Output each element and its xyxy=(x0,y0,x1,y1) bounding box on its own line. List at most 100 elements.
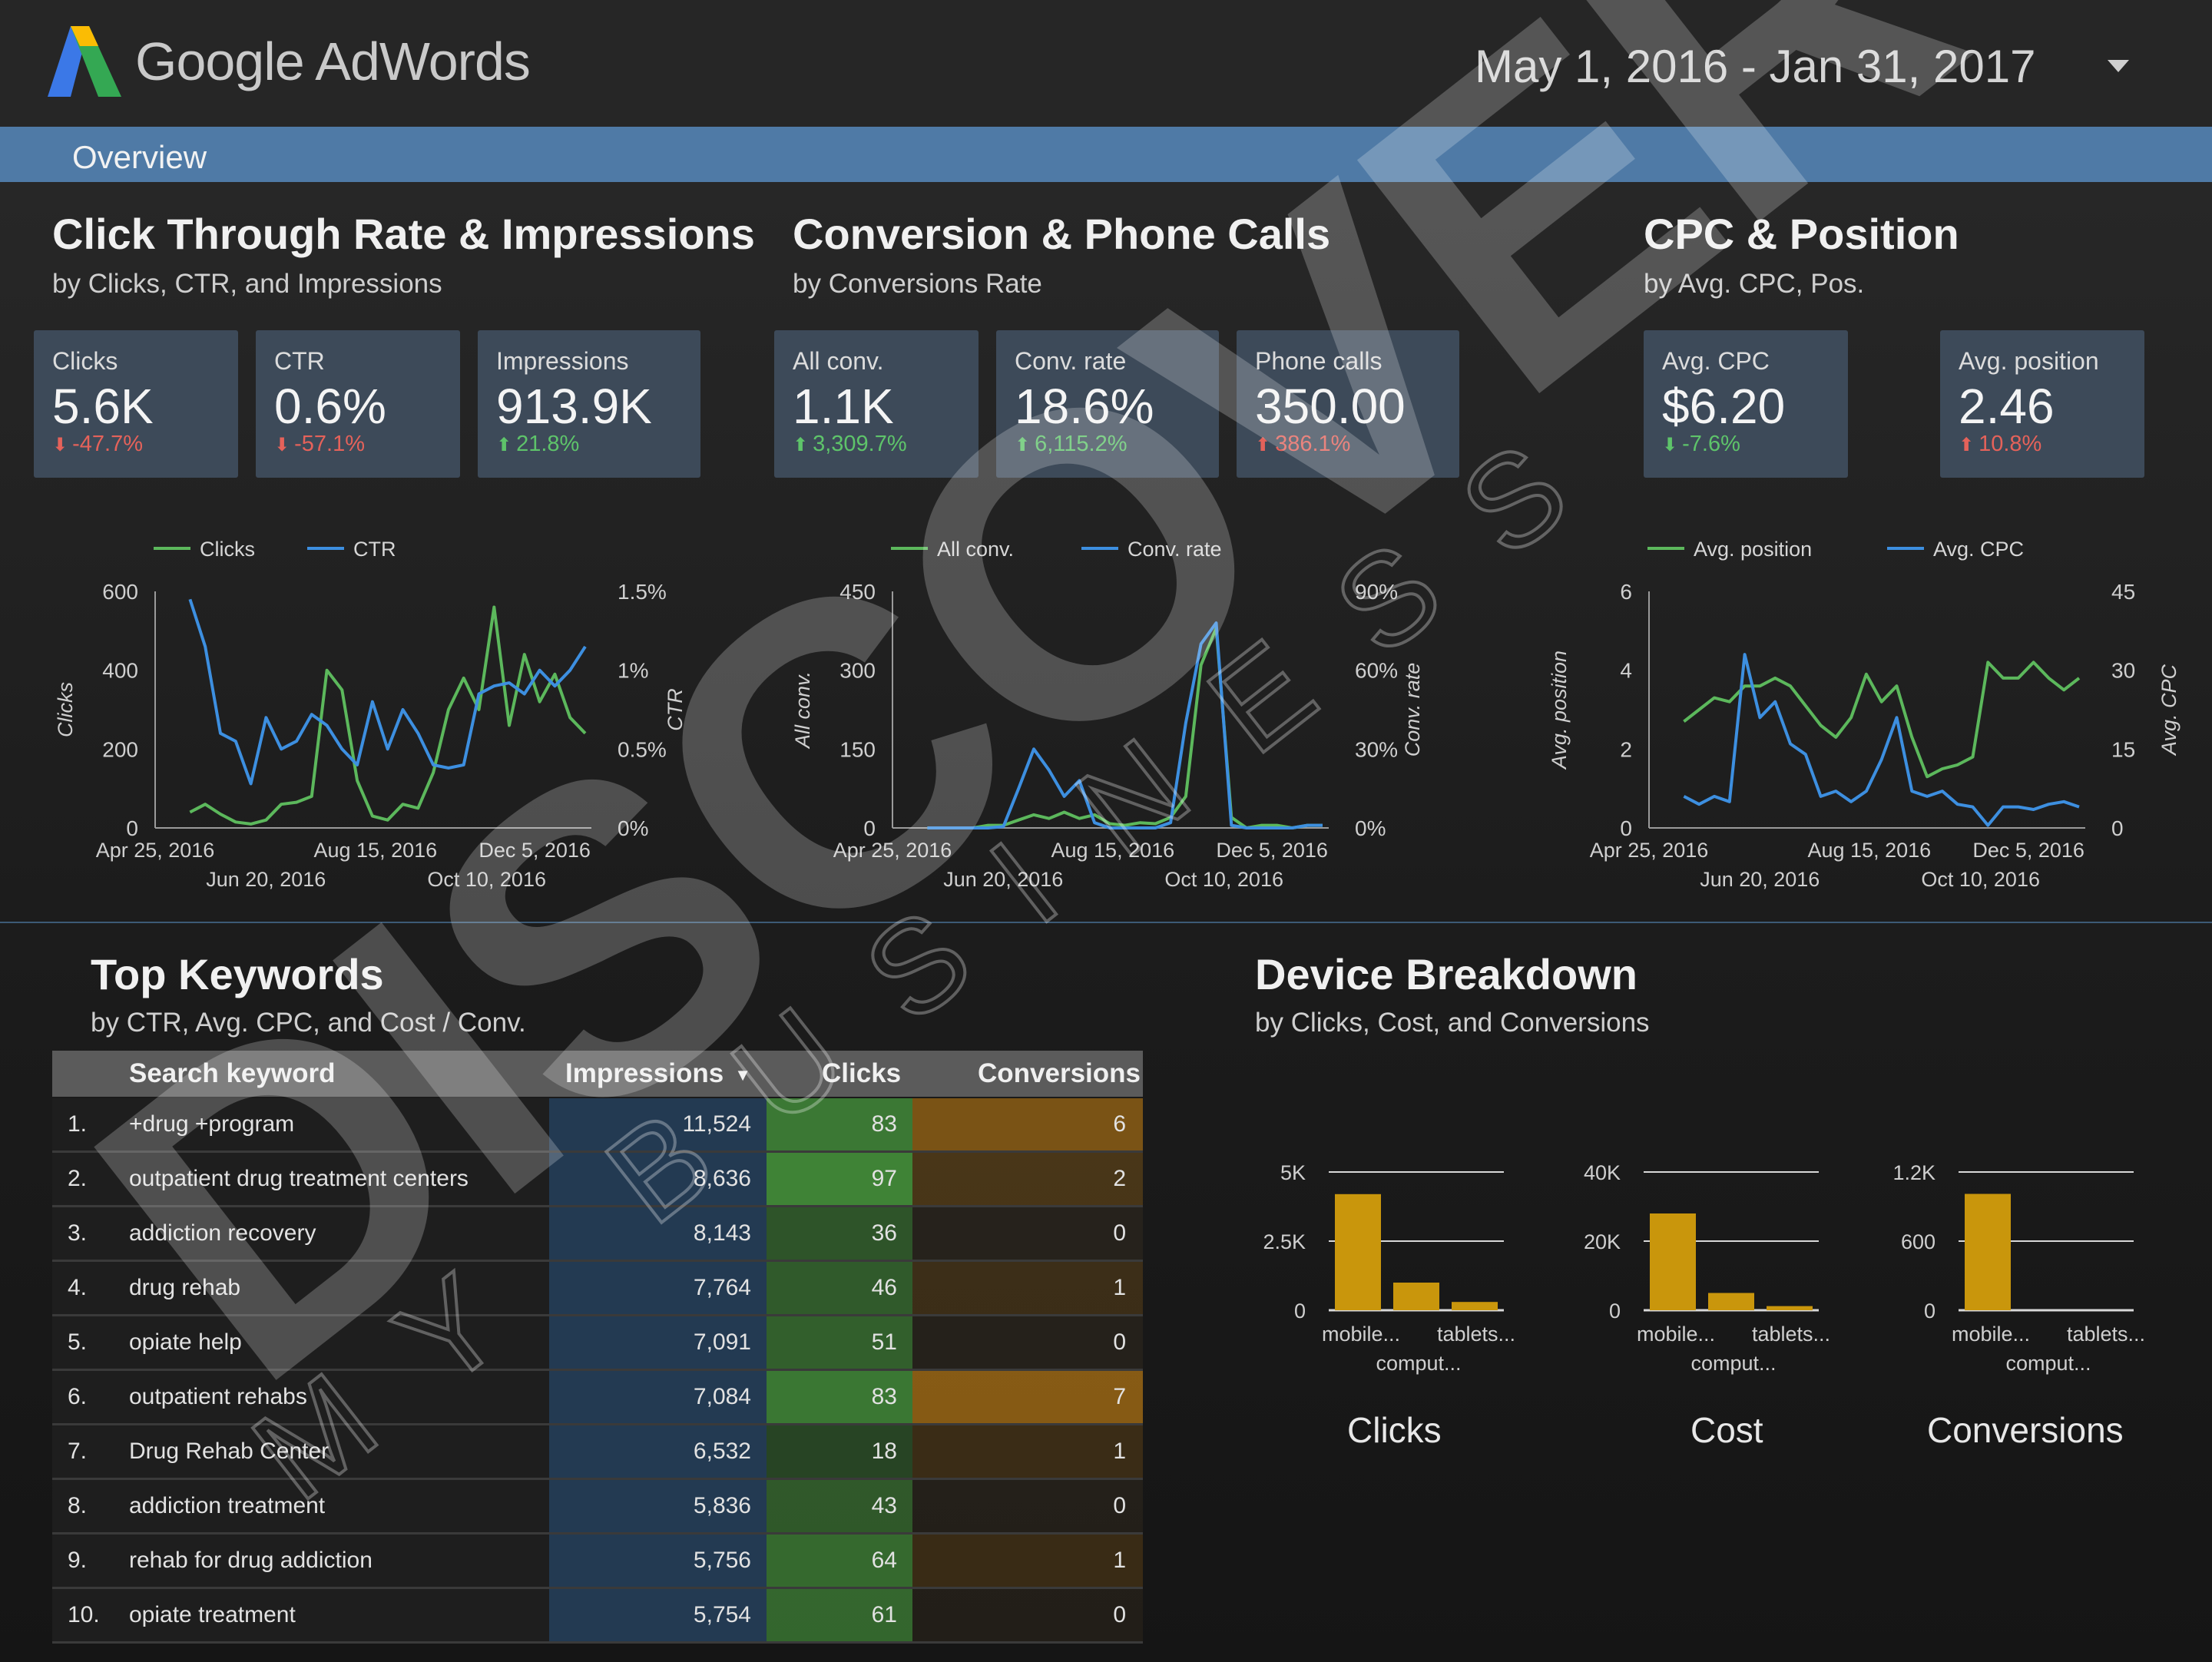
table-row[interactable]: 6. outpatient rehabs 7,084 83 7 xyxy=(52,1371,1143,1425)
clicks-ctr-line-chart: Clicks CTR 0 200 400 600 0% 0.5% 1% 1.5% Clicks CTR… xyxy=(54,538,687,891)
kpi-card-all-conv: All conv. 1.1K ⬆ 3,309.7% xyxy=(774,330,979,478)
row-background xyxy=(52,1207,549,1260)
conv-section-subtitle: by Conversions Rate xyxy=(793,269,1042,299)
table-row[interactable]: 3. addiction recovery 8,143 36 0 xyxy=(52,1207,1143,1262)
conversions-cell: 1 xyxy=(1113,1439,1126,1464)
y-tick-label: 1.2K xyxy=(1892,1161,1936,1184)
table-row[interactable]: 5. opiate help 7,091 51 0 xyxy=(52,1316,1143,1371)
table-row[interactable]: 2. outpatient drug treatment centers 8,636… xyxy=(52,1153,1143,1207)
row-background xyxy=(52,1153,549,1205)
tab-overview[interactable]: Overview xyxy=(72,139,207,175)
table-row[interactable]: 10. opiate treatment 5,754 61 0 xyxy=(52,1589,1143,1644)
y-tick-label: 2 xyxy=(1620,737,1632,761)
col-header-clicks[interactable]: Clicks xyxy=(822,1058,902,1088)
y-tick-label: 400 xyxy=(102,659,138,683)
x-tick-label: Dec 5, 2016 xyxy=(1972,839,2085,862)
legend-label: CTR xyxy=(353,538,396,561)
device-section-subtitle: by Clicks, Cost, and Conversions xyxy=(1255,1008,1650,1038)
x-tick-label: tablets... xyxy=(1437,1323,1515,1346)
conversions-cell: 1 xyxy=(1113,1275,1126,1300)
x-tick-label: comput... xyxy=(2005,1352,2091,1375)
x-tick-label: mobile... xyxy=(1952,1323,2030,1346)
clicks-cell: 97 xyxy=(871,1166,897,1191)
kpi-delta: ⬆ 3,309.7% xyxy=(793,432,907,456)
y2-axis-label: Avg. CPC xyxy=(2157,664,2181,757)
col-header-conversions[interactable]: Conversions xyxy=(978,1058,1141,1088)
legend-label: Clicks xyxy=(200,538,255,561)
x-tick-label: Apr 25, 2016 xyxy=(833,839,952,862)
x-tick-label: Jun 20, 2016 xyxy=(943,868,1063,891)
conversions-heat-cell xyxy=(912,1535,1143,1587)
clicks-heat-cell xyxy=(767,1480,912,1532)
conversions-cell: 0 xyxy=(1113,1493,1126,1518)
y-tick-label: 200 xyxy=(102,737,138,761)
conversions-heat-cell xyxy=(912,1262,1143,1314)
keyword-cell: rehab for drug addiction xyxy=(129,1548,373,1573)
kpi-card-conv-rate: Conv. rate 18.6% ⬆ 6,115.2% xyxy=(996,330,1219,478)
x-tick-label: tablets... xyxy=(2067,1323,2145,1346)
x-tick-label: comput... xyxy=(1376,1352,1461,1375)
kpi-card-clicks: Clicks 5.6K ⬇ -47.7% xyxy=(34,330,238,478)
col-header-impressions[interactable]: Impressions ▼ xyxy=(565,1058,751,1088)
x-tick-label: Dec 5, 2016 xyxy=(478,839,591,862)
kpi-label: Phone calls xyxy=(1255,347,1382,375)
clicks-heat-cell xyxy=(767,1153,912,1205)
y-tick-label: 40K xyxy=(1584,1161,1621,1184)
keyword-cell: Drug Rehab Center xyxy=(129,1439,329,1464)
keyword-cell: addiction treatment xyxy=(129,1493,326,1518)
conversions-heat-cell xyxy=(912,1098,1143,1150)
chevron-down-icon[interactable] xyxy=(2108,60,2129,72)
series-line-clicks xyxy=(189,605,587,826)
conversions-heat-cell xyxy=(912,1316,1143,1369)
conversions-heat-cell xyxy=(912,1371,1143,1423)
conversions-cell: 0 xyxy=(1113,1329,1126,1355)
y-tick-label: 0 xyxy=(1620,816,1632,840)
y-tick-label: 0 xyxy=(1609,1299,1621,1323)
row-number: 4. xyxy=(68,1275,88,1300)
clicks-heat-cell xyxy=(767,1207,912,1260)
conversions-heat-cell xyxy=(912,1425,1143,1478)
table-row[interactable]: 4. drug rehab 7,764 46 1 xyxy=(52,1262,1143,1316)
impressions-cell: 7,091 xyxy=(693,1329,751,1355)
table-row[interactable]: 8. addiction treatment 5,836 43 0 xyxy=(52,1480,1143,1535)
device-clicks-bar-chart: 0 2.5K 5K mobile... tablets... comput... xyxy=(1263,1161,1515,1375)
bar-tablets xyxy=(1767,1306,1813,1310)
ctr-section-subtitle: by Clicks, CTR, and Impressions xyxy=(52,269,442,299)
impressions-cell: 8,143 xyxy=(693,1220,751,1246)
y-tick-label: 150 xyxy=(839,737,876,761)
sort-desc-icon[interactable]: ▼ xyxy=(734,1064,751,1084)
kpi-delta: ⬆ 10.8% xyxy=(1959,432,2042,456)
kpi-value: 913.9K xyxy=(496,379,652,434)
impressions-cell: 5,756 xyxy=(693,1548,751,1573)
col-header-keyword[interactable]: Search keyword xyxy=(129,1058,336,1088)
table-row[interactable]: 1. +drug +program 11,524 83 6 xyxy=(52,1098,1143,1153)
table-row[interactable]: 7. Drug Rehab Center 6,532 18 1 xyxy=(52,1425,1143,1480)
arrow-up-icon: ⬆ xyxy=(496,435,512,455)
x-tick-label: Aug 15, 2016 xyxy=(1808,839,1932,862)
row-background xyxy=(52,1535,549,1587)
series-line-ctr xyxy=(188,598,587,786)
kpi-label: Conv. rate xyxy=(1015,347,1127,375)
conversions-cell: 0 xyxy=(1113,1602,1126,1627)
clicks-cell: 83 xyxy=(871,1384,897,1409)
kpi-card-phone-calls: Phone calls 350.00 ⬆ 386.1% xyxy=(1237,330,1459,478)
row-background xyxy=(52,1098,549,1150)
conversions-heat-cell xyxy=(912,1207,1143,1260)
y2-tick-label: 60% xyxy=(1355,659,1398,683)
keyword-cell: +drug +program xyxy=(129,1111,295,1137)
y-tick-label: 0 xyxy=(1924,1299,1936,1323)
row-number: 7. xyxy=(68,1439,88,1464)
row-background xyxy=(52,1480,549,1532)
date-range-selector[interactable]: May 1, 2016 - Jan 31, 2017 xyxy=(1475,41,2036,92)
device-chart-caption-clicks: Clicks xyxy=(1347,1410,1442,1450)
table-row[interactable]: 9. rehab for drug addiction 5,756 64 1 xyxy=(52,1535,1143,1589)
row-number: 5. xyxy=(68,1329,88,1355)
keyword-cell: addiction recovery xyxy=(129,1220,316,1246)
kpi-value: 18.6% xyxy=(1015,379,1154,434)
impressions-cell: 5,754 xyxy=(693,1602,751,1627)
conversions-line-chart: All conv. Conv. rate 0 150 300 450 0% 30% 60% 90%… xyxy=(791,538,1424,891)
keyword-cell: drug rehab xyxy=(129,1275,241,1300)
kpi-card-avg-position: Avg. position 2.46 ⬆ 10.8% xyxy=(1940,330,2144,478)
adwords-logo-icon xyxy=(48,26,121,97)
